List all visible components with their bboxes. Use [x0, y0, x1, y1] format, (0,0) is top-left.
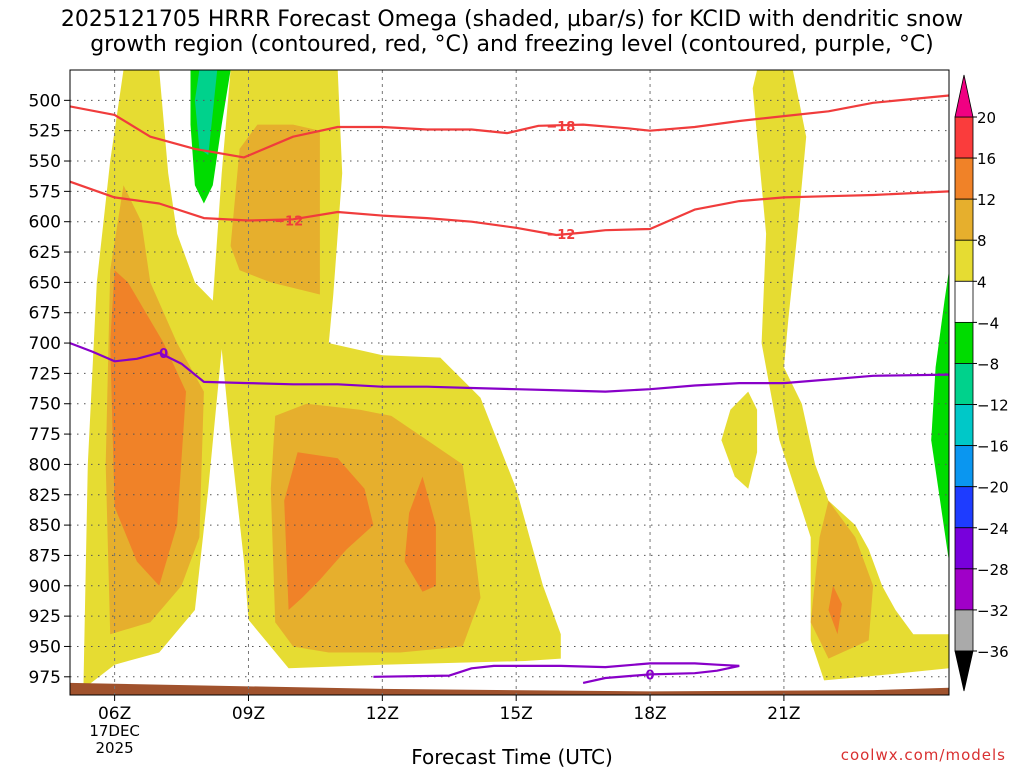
y-tick-label-775: 775 — [29, 425, 61, 445]
x-tick-label-12Z: 12Z — [366, 704, 399, 724]
colorbar-bottom-arrow — [954, 650, 974, 692]
colorbar-bin-12-to-16 — [954, 157, 974, 200]
purple-contour-surface — [373, 662, 740, 678]
y-tick-label-550: 550 — [29, 152, 61, 172]
x-tick-sublabel-date: 17DEC — [89, 722, 140, 740]
y-tick-label-975: 975 — [29, 668, 61, 688]
colorbar-label-10: −24 — [977, 520, 1009, 538]
y-tick-label-525: 525 — [29, 122, 61, 142]
purple-contour-surface-2 — [582, 664, 740, 684]
shaded-surface-brown — [70, 682, 949, 695]
colorbar-bin--24-to--20 — [954, 486, 974, 529]
chart-title-line-1: 2025121705 HRRR Forecast Omega (shaded, … — [60, 7, 964, 32]
contour-label-1: −12 — [274, 214, 303, 229]
x-tick-label-21Z: 21Z — [767, 704, 800, 724]
colorbar-label-4: 4 — [977, 273, 987, 291]
y-tick-label-875: 875 — [29, 546, 61, 566]
contour-label-2: −12 — [546, 228, 575, 243]
colorbar-bin--28-to--24 — [954, 527, 974, 570]
colorbar-label-11: −28 — [977, 561, 1009, 579]
y-tick-label-675: 675 — [29, 304, 61, 324]
red-contour-minus-12 — [70, 180, 949, 237]
colorbar-bin--4-to-4 — [954, 280, 974, 323]
colorbar-label-1: 16 — [977, 150, 996, 168]
colorbar: 20 16 12 8 4 −4 −8 −12 −16 −20 −24 −28 −32 −36 — [954, 74, 1009, 692]
x-tick-label-09Z: 09Z — [232, 704, 265, 724]
y-tick-label-575: 575 — [29, 182, 61, 202]
y-tick-label-600: 600 — [29, 213, 61, 233]
purple-contour-zero — [70, 342, 949, 393]
colorbar-bin--20-to--16 — [954, 445, 974, 488]
x-tick-sublabel-year: 2025 — [96, 739, 134, 757]
y-tick-label-625: 625 — [29, 243, 61, 263]
colorbar-bin--16-to--12 — [954, 404, 974, 447]
y-tick-label-800: 800 — [29, 455, 61, 475]
colorbar-label-5: −4 — [977, 314, 999, 332]
shaded-green-right-edge — [931, 270, 949, 562]
colorbar-label-9: −20 — [977, 479, 1009, 497]
x-axis-label: Forecast Time (UTC) — [411, 745, 613, 769]
colorbar-label-8: −16 — [977, 438, 1009, 456]
colorbar-bin-4-to-8 — [954, 239, 974, 282]
credit-text: coolwx.com/models — [840, 746, 1006, 764]
shaded-darkorange-early-column — [110, 270, 186, 586]
shaded-orange-upper-column — [230, 124, 320, 295]
y-tick-label-950: 950 — [29, 637, 61, 657]
colorbar-label-2: 12 — [977, 191, 996, 209]
plot-frame — [69, 69, 950, 696]
colorbar-label-7: −12 — [977, 397, 1009, 415]
colorbar-label-12: −32 — [977, 602, 1009, 620]
y-tick-label-700: 700 — [29, 334, 61, 354]
shaded-darkorange-lower-blob-1 — [284, 452, 374, 610]
colorbar-top-arrow — [954, 74, 974, 118]
colorbar-label-3: 8 — [977, 232, 987, 250]
y-tick-label-500: 500 — [29, 91, 61, 111]
x-tick-label-06Z: 06Z — [98, 704, 131, 724]
colorbar-bin--32-to--28 — [954, 568, 974, 611]
y-tick-label-650: 650 — [29, 273, 61, 293]
shaded-teal-upper-left — [194, 70, 218, 155]
colorbar-bin--8-to--4 — [954, 321, 974, 364]
y-tick-label-725: 725 — [29, 364, 61, 384]
contour-label-4: 0 — [646, 668, 655, 683]
colorbar-label-0: 20 — [977, 109, 996, 127]
chart-title-line-2: growth region (contoured, red, °C) and f… — [90, 32, 934, 57]
y-tick-label-925: 925 — [29, 607, 61, 627]
colorbar-bin-16-to-20 — [954, 116, 974, 159]
colorbar-bin--12-to--8 — [954, 363, 974, 405]
x-tick-label-18Z: 18Z — [633, 704, 666, 724]
colorbar-label-13: −36 — [977, 643, 1009, 661]
contour-label-0: −18 — [546, 120, 575, 135]
colorbar-bin-8-to-12 — [954, 198, 974, 241]
shaded-darkorange-lower-blob-2 — [404, 476, 436, 592]
y-tick-label-750: 750 — [29, 395, 61, 415]
red-contour-minus-18 — [70, 94, 949, 159]
x-tick-label-15Z: 15Z — [500, 704, 533, 724]
plot-area: −18 −12 −12 0 0 — [70, 70, 949, 695]
y-tick-label-900: 900 — [29, 577, 61, 597]
y-tick-label-825: 825 — [29, 486, 61, 506]
shaded-yellow-right-small — [721, 391, 758, 489]
colorbar-label-6: −8 — [977, 355, 999, 373]
contour-label-3: 0 — [159, 347, 168, 362]
colorbar-bin--36-to--32 — [954, 609, 974, 652]
y-tick-label-850: 850 — [29, 516, 61, 536]
shaded-orange-right-column — [810, 500, 874, 659]
shaded-darkorange-right-dot — [828, 585, 842, 635]
